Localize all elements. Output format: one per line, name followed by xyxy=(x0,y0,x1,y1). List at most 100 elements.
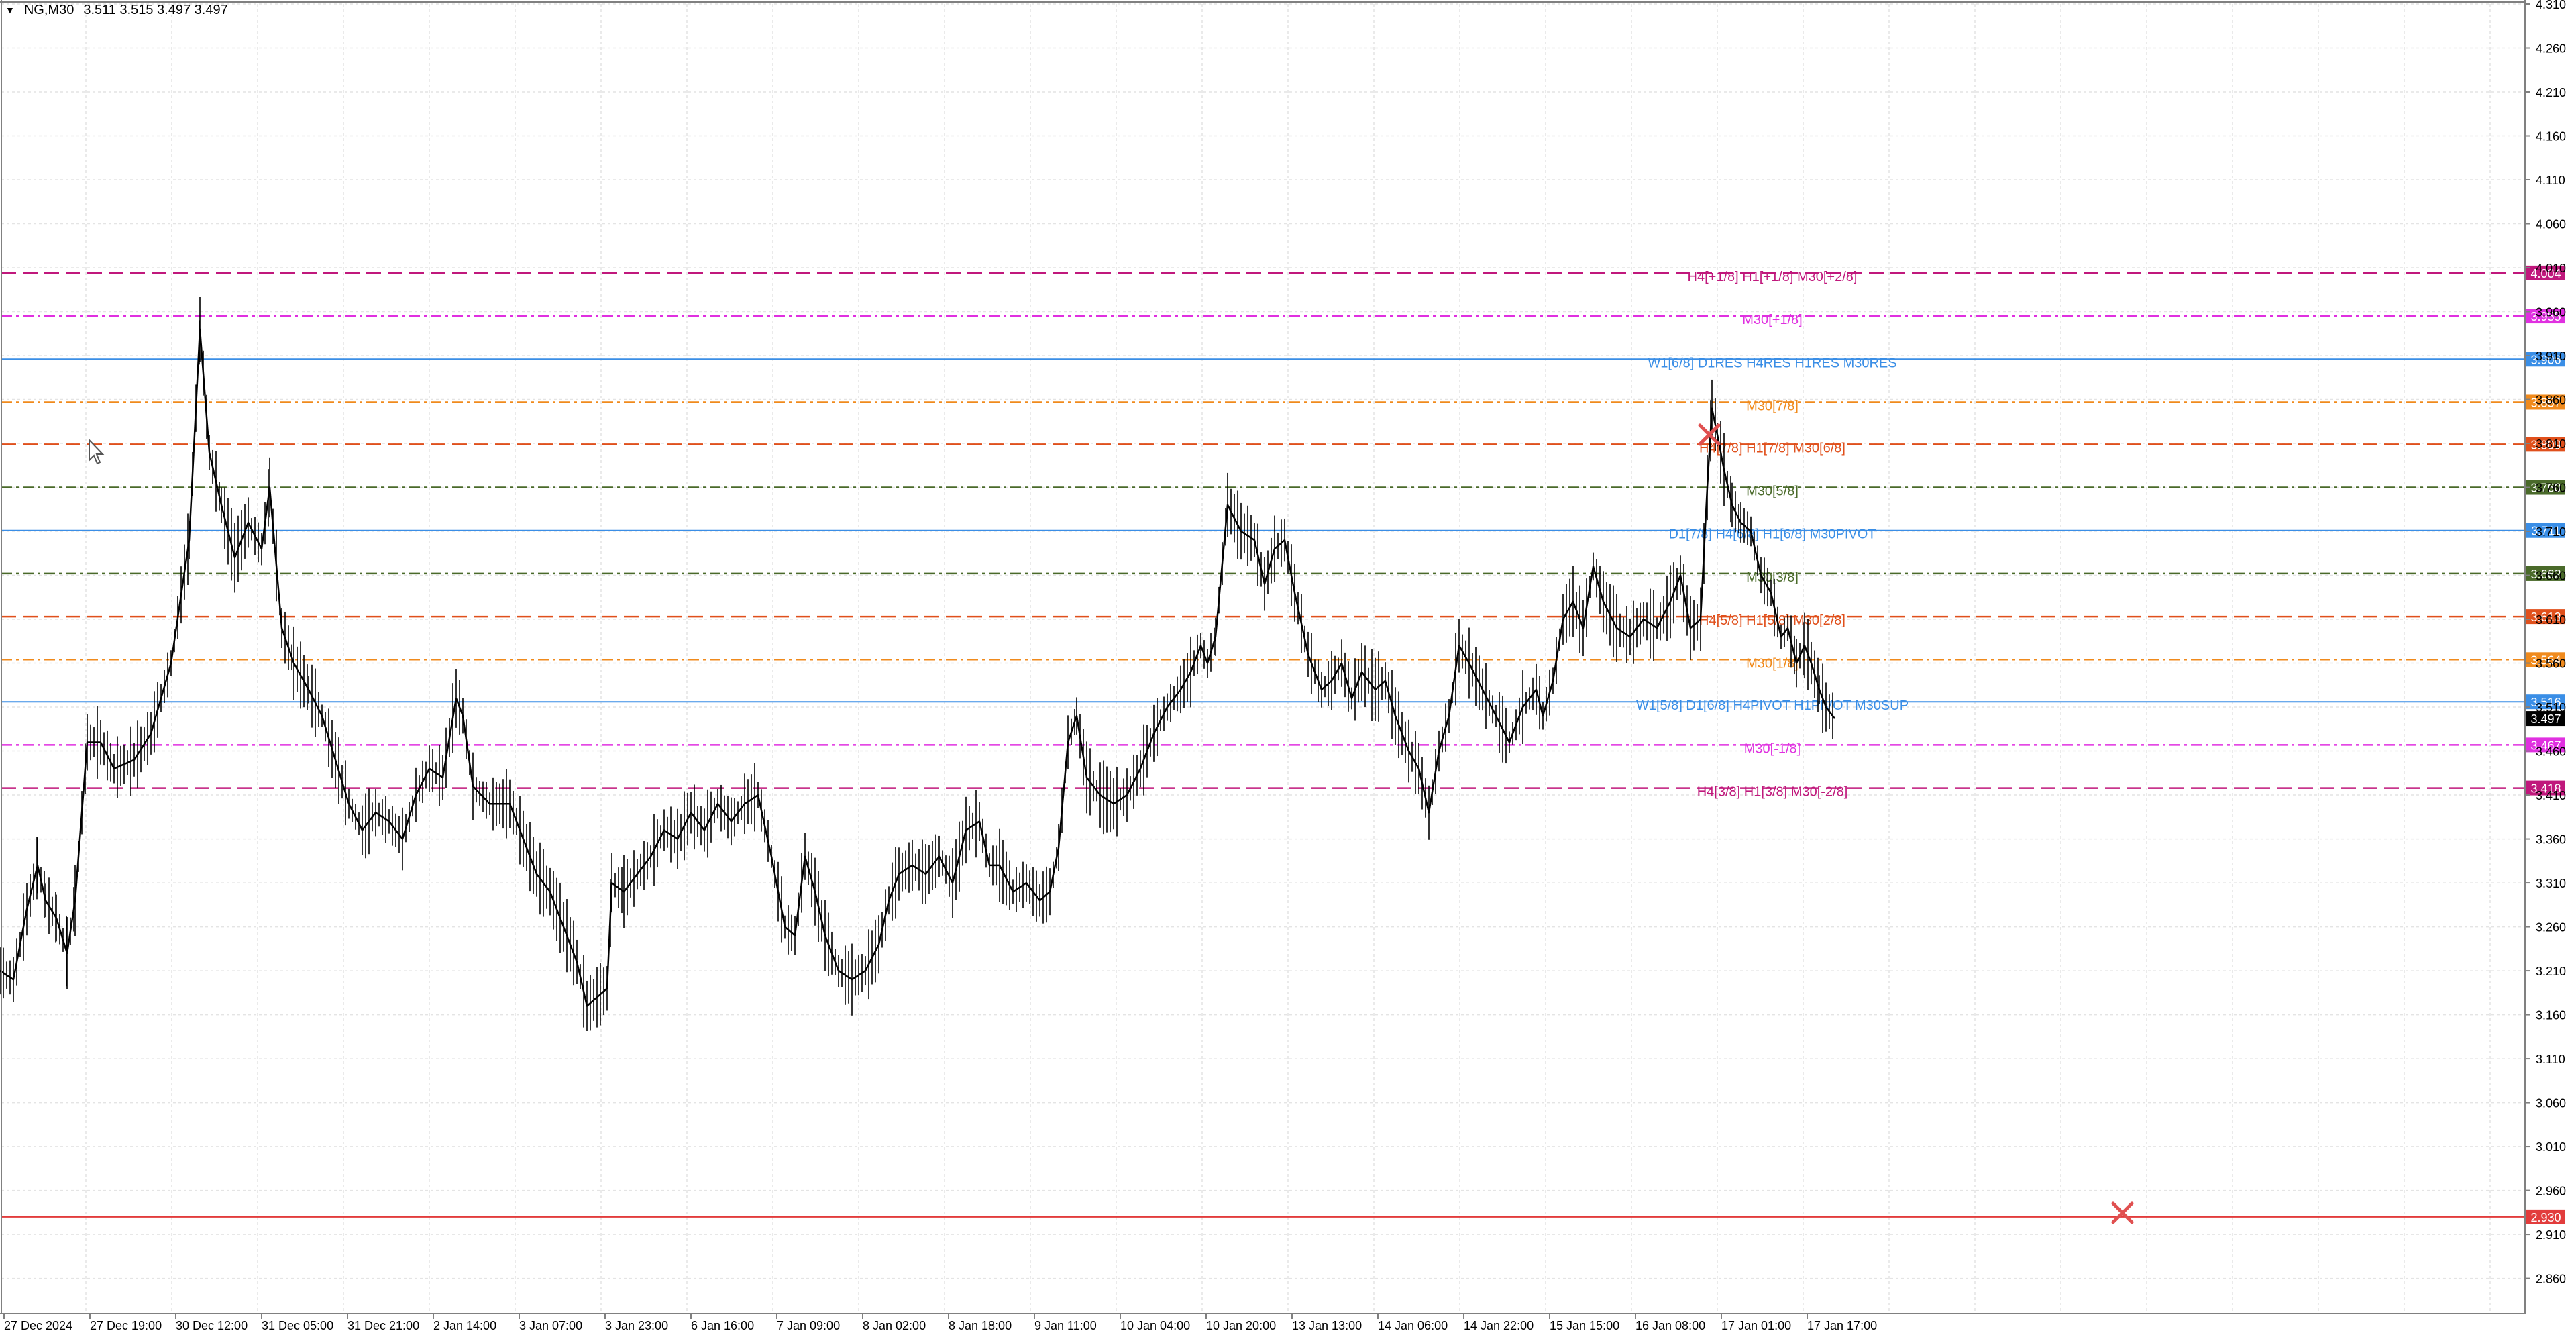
x-tick-label: 30 Dec 12:00 xyxy=(176,1319,248,1332)
x-tick-label: 3 Jan 23:00 xyxy=(605,1319,668,1332)
level-label: M30[-1/8] xyxy=(1744,741,1801,756)
current-price-tag xyxy=(2526,711,2565,727)
y-tick-label: 3.260 xyxy=(2536,921,2566,934)
level-label: D1[7/8] H4[6/8] H1[6/8] M30PIVOT xyxy=(1668,527,1876,542)
y-tick-label: 4.160 xyxy=(2536,130,2566,144)
y-tick-label: 4.310 xyxy=(2536,0,2566,11)
y-tick-label: 4.110 xyxy=(2536,174,2565,187)
alert-price-tag xyxy=(2526,1209,2565,1224)
level-price-label: 3.516 xyxy=(2530,696,2561,709)
x-tick-label: 13 Jan 13:00 xyxy=(1292,1319,1362,1332)
y-tick-label: 3.210 xyxy=(2536,965,2566,978)
x-tick-label: 31 Dec 05:00 xyxy=(262,1319,333,1332)
x-tick-label: 8 Jan 02:00 xyxy=(863,1319,926,1332)
grid-layer xyxy=(1,3,2525,1314)
level-price-label: 3.711 xyxy=(2531,525,2561,538)
close-x-icon xyxy=(2111,1201,2134,1224)
axis-labels: 4.310 4.260 4.210 4.160 4.110 4.060 4.010 3.960… xyxy=(3,0,2566,1332)
y-tick-label: 3.910 xyxy=(2536,350,2566,363)
level-label: M30[+1/8] xyxy=(1742,313,1803,327)
level-label: W1[5/8] D1[6/8] H4PIVOT H1PIVOT M30SUP xyxy=(1636,698,1909,713)
triangle-down-icon[interactable]: ▼ xyxy=(5,5,15,15)
level-price-label: 3.809 xyxy=(2530,438,2561,451)
y-tick-label: 2.910 xyxy=(2536,1228,2566,1242)
y-tick-label: 3.010 xyxy=(2536,1140,2566,1154)
level-label: H4[3/8] H1[3/8] M30[-2/8] xyxy=(1697,785,1848,800)
level-price-tag xyxy=(2526,394,2565,410)
level-price-label: 3.467 xyxy=(2530,739,2561,752)
level-price-tag xyxy=(2526,694,2565,710)
level-label: M30[7/8] xyxy=(1746,398,1799,413)
y-tick-label: 3.710 xyxy=(2536,525,2566,539)
y-tick-label: 3.460 xyxy=(2536,745,2566,759)
level-label: H4[5/8] H1[5/8] M30[2/8] xyxy=(1699,613,1845,628)
level-label: M30[3/8] xyxy=(1746,570,1799,585)
level-price-tag xyxy=(2526,566,2565,581)
level-price-tag xyxy=(2526,309,2565,324)
level-price-label: 3.418 xyxy=(2530,782,2561,796)
level-label: H4[+1/8] H1[+1/8] M30[+2/8] xyxy=(1688,270,1858,284)
level-price-tag xyxy=(2526,352,2565,367)
y-tick-label: 2.960 xyxy=(2536,1185,2566,1198)
level-price-tag xyxy=(2526,780,2565,796)
level-label: M30[1/8] xyxy=(1746,656,1799,671)
y-tick-label: 3.110 xyxy=(2536,1053,2565,1066)
x-tick-label: 10 Jan 04:00 xyxy=(1120,1319,1190,1332)
y-tick-label: 3.060 xyxy=(2536,1097,2566,1110)
x-tick-label: 27 Dec 19:00 xyxy=(90,1319,162,1332)
y-tick-label: 4.010 xyxy=(2536,262,2566,275)
level-price-tag xyxy=(2526,437,2565,452)
y-tick-label: 4.210 xyxy=(2536,86,2566,99)
ohlc-readout: 3.511 3.515 3.497 3.497 xyxy=(83,3,228,17)
x-tick-label: 14 Jan 22:00 xyxy=(1464,1319,1534,1332)
level-price-label: 4.004 xyxy=(2530,267,2561,280)
level-price-tag xyxy=(2526,737,2565,753)
x-tick-label: 17 Jan 01:00 xyxy=(1721,1319,1791,1332)
close-x-icon xyxy=(1698,423,1721,446)
level-lines: H4[+1/8] H1[+1/8] M30[+2/8] 4.004 M30[+1/8… xyxy=(1,265,2565,1224)
y-tick-label: 3.760 xyxy=(2536,482,2566,495)
x-tick-label: 27 Dec 2024 xyxy=(4,1319,72,1332)
chart-header: ▼ NG,M30 3.511 3.515 3.497 3.497 xyxy=(5,3,228,18)
level-price-label: 3.662 xyxy=(2530,568,2561,581)
level-label: H4[7/8] H1[7/8] M30[6/8] xyxy=(1699,441,1845,456)
level-price-label: 3.955 xyxy=(2530,310,2561,323)
level-price-tag xyxy=(2526,523,2565,538)
y-tick-label: 3.960 xyxy=(2536,306,2566,319)
x-tick-label: 14 Jan 06:00 xyxy=(1378,1319,1448,1332)
level-price-label: 3.857 xyxy=(2530,396,2561,409)
level-price-tag xyxy=(2526,609,2565,625)
close-x-stroke xyxy=(1698,423,1721,446)
level-price-label: 3.564 xyxy=(2530,653,2561,667)
price-series: 3.497 xyxy=(0,297,2565,1032)
x-tick-label: 17 Jan 17:00 xyxy=(1807,1319,1877,1332)
x-tick-label: 10 Jan 20:00 xyxy=(1206,1319,1276,1332)
x-tick-label: 31 Dec 21:00 xyxy=(347,1319,419,1332)
y-tick-label: 3.810 xyxy=(2536,437,2566,451)
y-tick-label: 3.610 xyxy=(2536,613,2566,627)
y-tick-label: 3.660 xyxy=(2536,570,2566,583)
level-label: M30[5/8] xyxy=(1746,484,1799,499)
level-label: W1[6/8] D1RES H4RES H1RES M30RES xyxy=(1648,356,1896,370)
axes xyxy=(0,0,2526,1314)
price-line xyxy=(0,328,1835,1007)
y-tick-label: 3.410 xyxy=(2536,789,2566,802)
level-price-tag xyxy=(2526,652,2565,667)
level-price-label: 3.760 xyxy=(2530,482,2561,495)
y-tick-label: 3.310 xyxy=(2536,877,2566,890)
level-price-tag xyxy=(2526,480,2565,495)
y-tick-label: 4.060 xyxy=(2536,218,2566,231)
y-tick-label: 3.860 xyxy=(2536,394,2566,407)
symbol-label: NG,M30 xyxy=(23,3,74,17)
x-tick-label: 8 Jan 18:00 xyxy=(949,1319,1012,1332)
x-tick-label: 16 Jan 08:00 xyxy=(1635,1319,1705,1332)
y-tick-label: 2.860 xyxy=(2536,1273,2566,1286)
close-x-stroke xyxy=(2111,1201,2134,1224)
x-tick-label: 6 Jan 16:00 xyxy=(691,1319,754,1332)
x-tick-label: 9 Jan 11:00 xyxy=(1034,1319,1097,1332)
level-price-label: 3.613 xyxy=(2530,610,2561,624)
x-tick-label: 3 Jan 07:00 xyxy=(519,1319,582,1332)
y-tick-label: 3.560 xyxy=(2536,657,2566,671)
